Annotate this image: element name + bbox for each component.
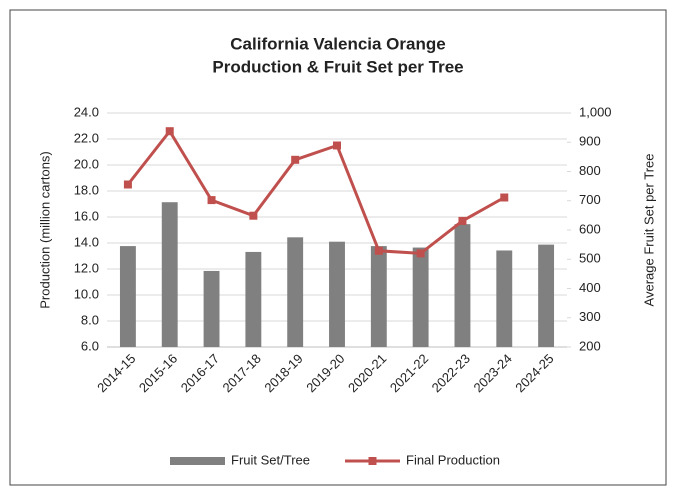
y2-tick-label: 500 <box>579 251 601 266</box>
y2-tick-label: 300 <box>579 309 601 324</box>
y-axis-label: Production (million cartons) <box>37 151 52 309</box>
bar <box>203 270 220 347</box>
line-marker <box>458 216 467 225</box>
line-marker <box>165 127 174 136</box>
y-tick-label: 22.0 <box>74 130 99 145</box>
y2-tick-label: 800 <box>579 163 601 178</box>
y2-axis-label: Average Fruit Set per Tree <box>641 154 656 307</box>
bar <box>287 237 304 347</box>
legend-label: Final Production <box>406 452 500 467</box>
line-marker <box>123 180 132 189</box>
bar <box>370 246 387 347</box>
chart-title: Production & Fruit Set per Tree <box>212 57 463 76</box>
bar <box>161 202 178 347</box>
line-marker <box>333 141 341 150</box>
y2-tick-label: 600 <box>579 221 601 236</box>
bar <box>329 241 345 347</box>
line-marker <box>207 196 216 205</box>
y-tick-label: 14.0 <box>74 234 99 249</box>
y-tick-label: 18.0 <box>74 182 99 197</box>
bar <box>119 246 136 347</box>
y-tick-label: 12.0 <box>74 260 99 275</box>
legend-swatch <box>368 457 377 465</box>
bar <box>454 224 471 347</box>
y-tick-label: 8.0 <box>81 312 99 327</box>
y-tick-label: 24.0 <box>74 104 99 119</box>
bar <box>412 247 429 347</box>
bar <box>538 244 555 347</box>
line <box>126 128 506 255</box>
y2-tick-label: 1,000 <box>579 104 612 119</box>
chart-title: California Valencia Orange <box>230 34 445 53</box>
line-marker <box>500 193 509 202</box>
line-marker <box>374 246 383 255</box>
bar <box>496 250 513 347</box>
y2-tick-label: 200 <box>579 338 601 353</box>
line-marker <box>291 155 300 164</box>
legend-label: Fruit Set/Tree <box>231 452 310 467</box>
line-marker <box>416 249 425 258</box>
y-tick-label: 6.0 <box>81 338 99 353</box>
bar <box>245 251 262 347</box>
legend-swatch <box>170 457 225 465</box>
y-tick-label: 10.0 <box>74 286 99 301</box>
y2-tick-label: 900 <box>579 134 601 149</box>
y-tick-label: 16.0 <box>74 208 99 223</box>
y-tick-label: 20.0 <box>74 156 99 171</box>
line-marker <box>249 211 258 220</box>
y2-tick-label: 400 <box>579 280 601 295</box>
y2-tick-label: 700 <box>579 192 601 207</box>
